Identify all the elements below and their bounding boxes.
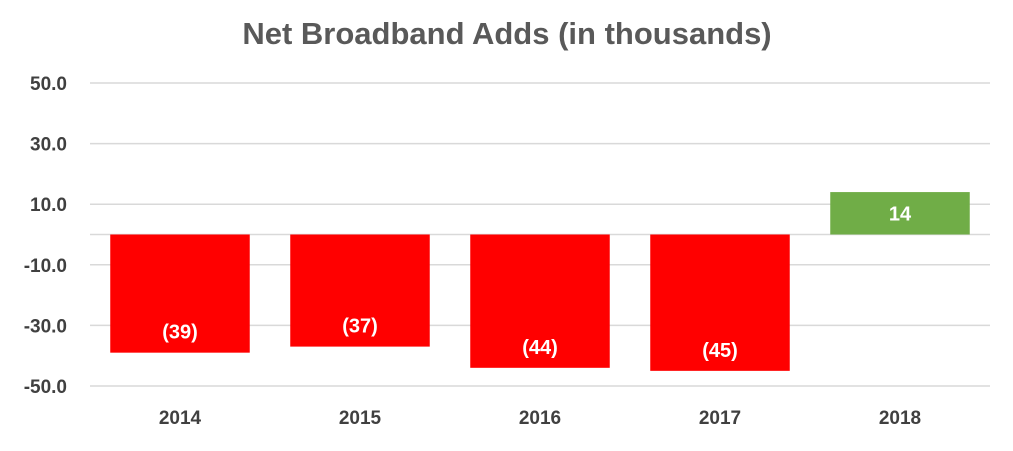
data-label: (44): [522, 337, 558, 359]
bars: [110, 192, 970, 371]
bar-2016: [470, 234, 610, 368]
data-label: (37): [342, 316, 378, 338]
data-label: 14: [889, 203, 912, 225]
y-axis-ticks: 50.0 30.0 10.0 -10.0 -30.0 -50.0: [24, 74, 67, 398]
chart-title: Net Broadband Adds (in thousands): [242, 16, 771, 51]
bar-2014: [110, 234, 250, 353]
bar-2018: [830, 192, 970, 235]
data-label: (39): [162, 322, 198, 344]
bar-2017: [650, 234, 790, 371]
data-labels: (39) (37) (44) (45) 14: [162, 203, 912, 362]
bar-2015: [290, 234, 430, 347]
x-tick-label: 2017: [699, 408, 741, 429]
y-tick-label: -50.0: [24, 377, 67, 398]
y-tick-label: 50.0: [30, 74, 67, 95]
data-label: (45): [702, 340, 738, 362]
y-tick-label: -30.0: [24, 316, 67, 337]
y-tick-label: 30.0: [30, 135, 67, 156]
x-tick-label: 2015: [339, 408, 382, 429]
x-tick-label: 2016: [519, 408, 561, 429]
y-tick-label: 10.0: [30, 195, 67, 216]
y-tick-label: -10.0: [24, 256, 67, 277]
x-axis-ticks: 2014 2015 2016 2017 2018: [159, 408, 921, 429]
x-tick-label: 2018: [879, 408, 921, 429]
x-tick-label: 2014: [159, 408, 202, 429]
